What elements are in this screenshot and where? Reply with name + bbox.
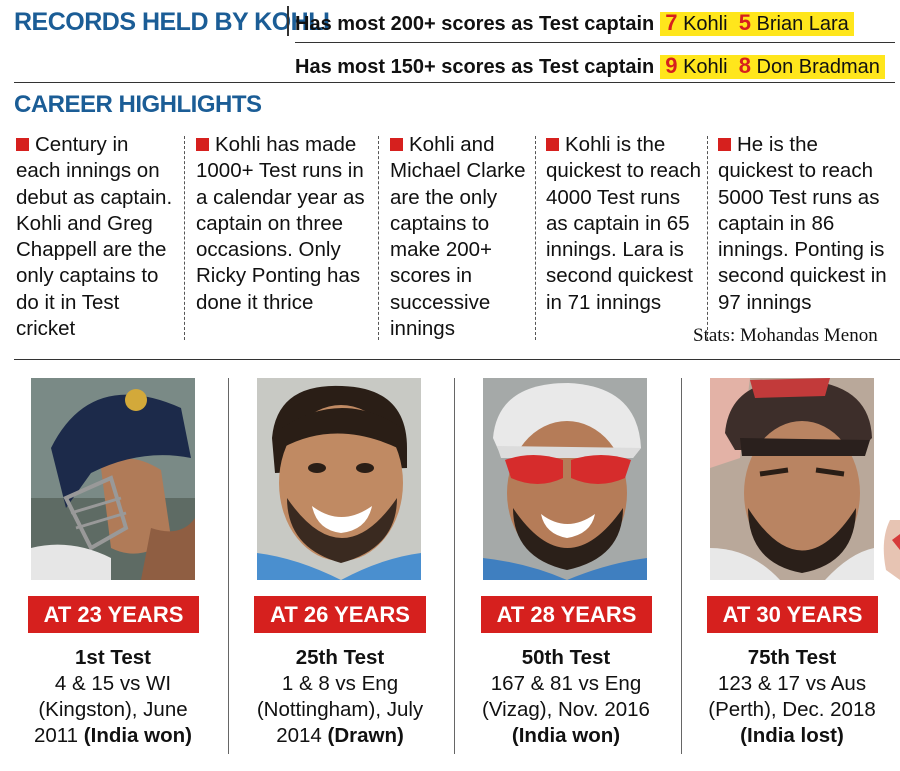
record-value: 9 [665, 53, 678, 78]
photo-divider [228, 378, 229, 754]
highlight-item: Kohli and Michael Clarke are the only ca… [390, 133, 526, 341]
kohli-photo-age-23 [31, 378, 195, 580]
record-holder: Don Bradman [756, 56, 880, 78]
test-year-result: (India won) [461, 723, 671, 749]
test-year-result: 2011 (India won) [34, 724, 192, 747]
column-divider [707, 136, 708, 340]
test-number: 75th Test [747, 646, 837, 669]
record-holder: Brian Lara [756, 13, 849, 35]
stats-credit: Stats: Mohandas Menon [693, 325, 878, 346]
test-venue: (Perth), Dec. 2018 [708, 698, 876, 721]
record-holder: Kohli [683, 56, 728, 78]
age-badge: AT 30 YEARS [707, 596, 878, 633]
test-venue: (Kingston), June [38, 698, 188, 721]
test-number: 50th Test [521, 646, 611, 669]
kohli-photo-age-28 [483, 378, 647, 580]
highlight-item: Kohli is the quickest to reach 4000 Test… [546, 133, 701, 314]
test-info: 1st Test 4 & 15 vs WI (Kingston), June 2… [8, 645, 218, 749]
career-title: CAREER HIGHLIGHTS [14, 91, 262, 118]
record-text: Has most 200+ scores as Test captain [295, 13, 655, 35]
bullet-square-icon [16, 138, 29, 151]
column-divider [535, 136, 536, 340]
bullet-square-icon [390, 138, 403, 151]
highlight-item: Kohli has made 1000+ Test runs in a cale… [196, 133, 365, 314]
test-score: 123 & 17 vs Aus [717, 672, 867, 695]
kohli-photo-age-30 [710, 378, 874, 580]
test-number: 25th Test [295, 646, 385, 669]
photo-divider [681, 378, 682, 754]
record-text: Has most 150+ scores as Test captain [295, 56, 655, 78]
column-divider [184, 136, 185, 340]
record-value: 5 [738, 10, 751, 35]
header-divider [287, 6, 289, 36]
record-values: 7 Kohli 5 Brian Lara [660, 10, 854, 36]
test-info: 50th Test 167 & 81 vs Eng (Vizag), Nov. … [461, 645, 671, 749]
test-score: 167 & 81 vs Eng [490, 672, 642, 695]
test-info: 75th Test 123 & 17 vs Aus (Perth), Dec. … [687, 645, 897, 749]
highlight-item: He is the quickest to reach 5000 Test ru… [718, 133, 887, 314]
record-holder: Kohli [683, 13, 728, 35]
photo-divider [454, 378, 455, 754]
age-badge: AT 28 YEARS [481, 596, 652, 633]
record-divider [295, 42, 895, 43]
age-badge: AT 23 YEARS [28, 596, 199, 633]
bullet-square-icon [718, 138, 731, 151]
test-venue: (Nottingham), July [256, 698, 424, 721]
test-year-result: (India lost) [687, 723, 897, 749]
section-divider [14, 82, 895, 83]
test-venue: (Vizag), Nov. 2016 [482, 698, 650, 721]
record-value: 8 [738, 53, 751, 78]
record-value: 7 [665, 10, 678, 35]
record-row-150: Has most 150+ scores as Test captain 9 Ko… [295, 53, 885, 79]
test-result: (Drawn) [327, 724, 404, 747]
age-badge: AT 26 YEARS [254, 596, 426, 633]
record-row-200: Has most 200+ scores as Test captain 7 Ko… [295, 10, 854, 36]
test-info: 25th Test 1 & 8 vs Eng (Nottingham), Jul… [235, 645, 445, 749]
bullet-square-icon [546, 138, 559, 151]
record-values: 9 Kohli 8 Don Bradman [660, 53, 885, 79]
test-number: 1st Test [75, 646, 151, 669]
test-score: 1 & 8 vs Eng [281, 672, 399, 695]
test-year-result: 2014 (Drawn) [276, 724, 404, 747]
test-result: (India won) [83, 724, 192, 747]
section-divider [14, 359, 900, 360]
records-title: RECORDS HELD BY KOHLI [14, 8, 330, 36]
test-score: 4 & 15 vs WI [54, 672, 172, 695]
highlight-item: Century in each innings on debut as capt… [16, 133, 173, 341]
test-result: (India lost) [740, 724, 844, 747]
bat-edge-graphic [880, 520, 900, 580]
bullet-square-icon [196, 138, 209, 151]
kohli-photo-age-26 [257, 378, 421, 580]
test-result: (India won) [511, 724, 621, 747]
column-divider [378, 136, 379, 340]
